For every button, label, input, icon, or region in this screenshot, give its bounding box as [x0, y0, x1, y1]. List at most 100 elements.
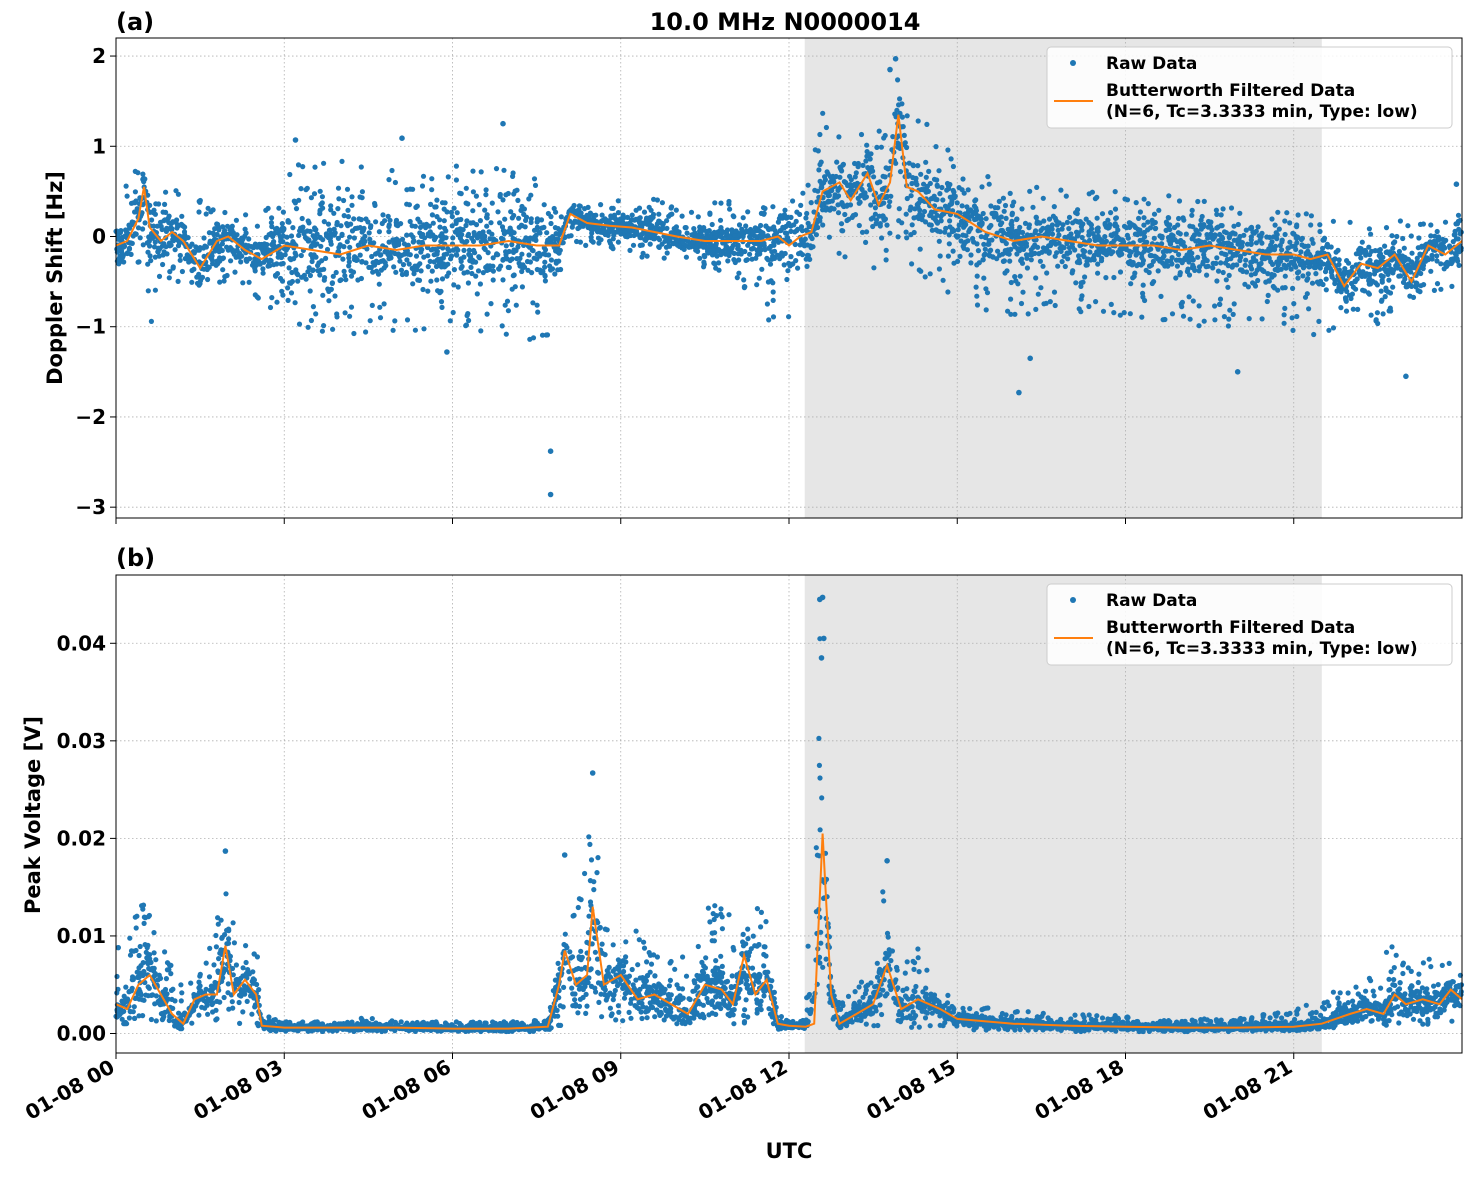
raw-data-point [914, 182, 919, 187]
raw-data-point [827, 235, 832, 240]
raw-data-point [145, 250, 150, 255]
raw-data-point [897, 206, 902, 211]
raw-data-point [719, 980, 724, 985]
raw-data-point [452, 267, 457, 272]
raw-data-point [1316, 319, 1321, 324]
raw-data-point [1231, 224, 1236, 229]
raw-data-point [491, 277, 496, 282]
raw-data-point [330, 281, 335, 286]
raw-data-point [895, 77, 900, 82]
raw-data-point [1293, 247, 1298, 252]
raw-data-point [985, 242, 990, 247]
raw-data-point [735, 242, 740, 247]
raw-data-point [125, 194, 130, 199]
raw-data-point [410, 187, 415, 192]
raw-data-point [964, 204, 969, 209]
raw-data-point [1384, 225, 1389, 230]
raw-data-point [903, 971, 908, 976]
raw-data-point [451, 247, 456, 252]
raw-data-point [807, 224, 812, 229]
raw-data-point [764, 256, 769, 261]
raw-data-point [953, 194, 958, 199]
raw-data-point [1226, 323, 1231, 328]
raw-data-point [1201, 224, 1206, 229]
raw-data-point [1219, 251, 1224, 256]
raw-data-point [1189, 251, 1194, 256]
raw-data-point [1053, 254, 1058, 259]
raw-data-point [898, 169, 903, 174]
raw-data-point [983, 247, 988, 252]
raw-data-point [1181, 218, 1186, 223]
raw-data-point [1428, 222, 1433, 227]
raw-data-point [347, 245, 352, 250]
raw-data-point [854, 170, 859, 175]
raw-data-point [1011, 233, 1016, 238]
raw-data-point [1326, 328, 1331, 333]
raw-data-point [477, 231, 482, 236]
raw-data-point [468, 265, 473, 270]
raw-data-point [411, 235, 416, 240]
raw-data-point [343, 310, 348, 315]
raw-data-point [1244, 269, 1249, 274]
raw-data-point [353, 226, 358, 231]
raw-data-point [1141, 283, 1146, 288]
raw-data-point [1364, 271, 1369, 276]
raw-data-point [1178, 270, 1183, 275]
raw-data-point [1009, 221, 1014, 226]
raw-data-point [490, 264, 495, 269]
raw-data-point [943, 226, 948, 231]
raw-data-point [1088, 222, 1093, 227]
raw-data-point [923, 160, 928, 165]
raw-data-point [946, 184, 951, 189]
raw-data-point [982, 253, 987, 258]
raw-data-point [318, 244, 323, 249]
raw-data-point [1322, 236, 1327, 241]
raw-data-point [377, 282, 382, 287]
raw-data-point [368, 318, 373, 323]
raw-data-point [1225, 257, 1230, 262]
raw-data-point [495, 252, 500, 257]
raw-data-point [386, 224, 391, 229]
raw-data-point [393, 180, 398, 185]
raw-data-point [951, 249, 956, 254]
raw-data-point [851, 213, 856, 218]
raw-data-point [1082, 274, 1087, 279]
raw-data-point [535, 303, 540, 308]
raw-data-point [779, 215, 784, 220]
raw-data-point [154, 1018, 159, 1023]
raw-data-point [1227, 273, 1232, 278]
raw-data-point [1196, 323, 1201, 328]
raw-data-point [1390, 285, 1395, 290]
raw-data-point [550, 234, 555, 239]
raw-data-point [355, 257, 360, 262]
raw-data-point [331, 211, 336, 216]
raw-data-point [263, 208, 268, 213]
raw-data-point [346, 255, 351, 260]
raw-data-point [179, 990, 184, 995]
raw-data-point [1052, 204, 1057, 209]
raw-data-point [1125, 197, 1130, 202]
raw-data-point [893, 161, 898, 166]
raw-data-point [514, 256, 519, 261]
raw-data-point [1026, 311, 1031, 316]
raw-data-point [960, 203, 965, 208]
raw-data-point [955, 200, 960, 205]
raw-data-point [785, 235, 790, 240]
raw-data-point [443, 263, 448, 268]
raw-data-point [506, 191, 511, 196]
raw-data-point [1275, 210, 1280, 215]
raw-data-point [264, 242, 269, 247]
raw-data-point [862, 190, 867, 195]
raw-data-point [1435, 229, 1440, 234]
raw-data-point [1405, 223, 1410, 228]
raw-data-point [289, 270, 294, 275]
raw-data-point [708, 233, 713, 238]
raw-data-point [451, 310, 456, 315]
raw-data-point [223, 891, 228, 896]
raw-data-point [249, 1012, 254, 1017]
raw-data-point [1389, 233, 1394, 238]
raw-data-point [318, 189, 323, 194]
raw-data-point [1456, 227, 1461, 232]
raw-data-point [269, 215, 274, 220]
raw-data-point [1018, 258, 1023, 263]
